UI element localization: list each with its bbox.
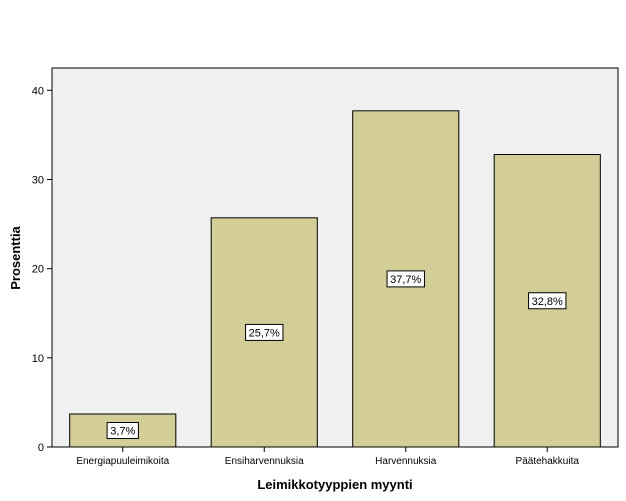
x-tick-label: Päätehakkuita xyxy=(516,456,580,467)
y-tick-label: 0 xyxy=(38,442,44,454)
y-tick-label: 30 xyxy=(32,174,44,186)
data-label-text: 25,7% xyxy=(249,327,280,339)
y-axis-title: Prosenttia xyxy=(8,225,23,289)
data-label: 25,7% xyxy=(245,323,284,341)
x-tick-label: Ensiharvennuksia xyxy=(225,456,304,467)
data-label-text: 32,8% xyxy=(532,296,563,308)
x-tick-label: Energiapuuleimikoita xyxy=(76,456,169,467)
data-label: 32,8% xyxy=(528,292,567,310)
data-label-box xyxy=(245,323,284,341)
data-label-box xyxy=(386,270,425,288)
data-label-text: 3,7% xyxy=(110,426,135,438)
data-label-text: 37,7% xyxy=(390,274,421,286)
data-label: 37,7% xyxy=(386,270,425,288)
x-axis-title: Leimikkotyyppien myynti xyxy=(257,477,412,492)
data-label-box xyxy=(106,422,139,440)
y-tick-label: 40 xyxy=(32,85,44,97)
x-tick-label: Harvennuksia xyxy=(375,456,437,467)
y-tick-label: 10 xyxy=(32,353,44,365)
y-tick-label: 20 xyxy=(32,264,44,276)
data-label: 3,7% xyxy=(106,422,139,440)
data-label-box xyxy=(528,292,567,310)
